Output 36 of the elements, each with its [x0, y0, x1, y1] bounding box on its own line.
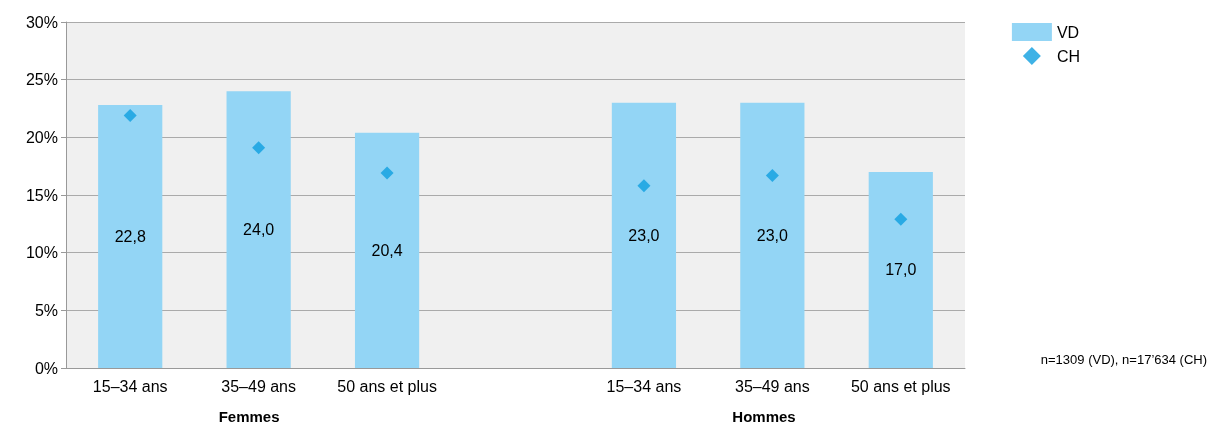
bar [611, 102, 677, 368]
bar [740, 102, 805, 368]
x-tick-label: 35–49 ans [221, 377, 297, 395]
point [252, 141, 266, 155]
text: Femmes [218, 408, 280, 425]
y-tick-label: 20% [25, 128, 58, 146]
bar [226, 91, 291, 368]
legend-label: CH [1056, 47, 1080, 65]
bar [98, 105, 163, 368]
point [637, 179, 651, 193]
point [894, 212, 908, 226]
bar [354, 132, 420, 368]
y-tick-label: 10% [25, 244, 58, 262]
text: Hommes [732, 408, 796, 425]
data-label: 17,0 [885, 261, 917, 279]
y-tick-label: 5% [34, 301, 58, 319]
data-label: 20,4 [371, 241, 403, 259]
x-tick-label: 50 ans et plus [337, 377, 437, 395]
x-tick-label: 50 ans et plus [850, 377, 951, 395]
data-label: 24,0 [243, 221, 275, 239]
y-tick-label: 15% [25, 186, 58, 204]
text: n=1309 (VD), n=17’634 (CH) [1040, 352, 1207, 367]
data-label: 23,0 [628, 226, 660, 244]
x-tick-label: 35–49 ans [734, 377, 810, 395]
y-tick-label: 0% [34, 359, 58, 377]
point [765, 168, 779, 182]
legend-label: VD [1056, 23, 1080, 41]
x-tick-label: 15–34 ans [606, 377, 682, 395]
y-tick-label: 30% [25, 13, 58, 31]
point [380, 166, 394, 180]
y-tick-label: 25% [25, 71, 58, 89]
point [123, 108, 137, 122]
bar [868, 171, 933, 368]
data-label: 22,8 [114, 228, 146, 246]
x-tick-label: 15–34 ans [92, 377, 168, 395]
data-label: 23,0 [756, 226, 789, 244]
